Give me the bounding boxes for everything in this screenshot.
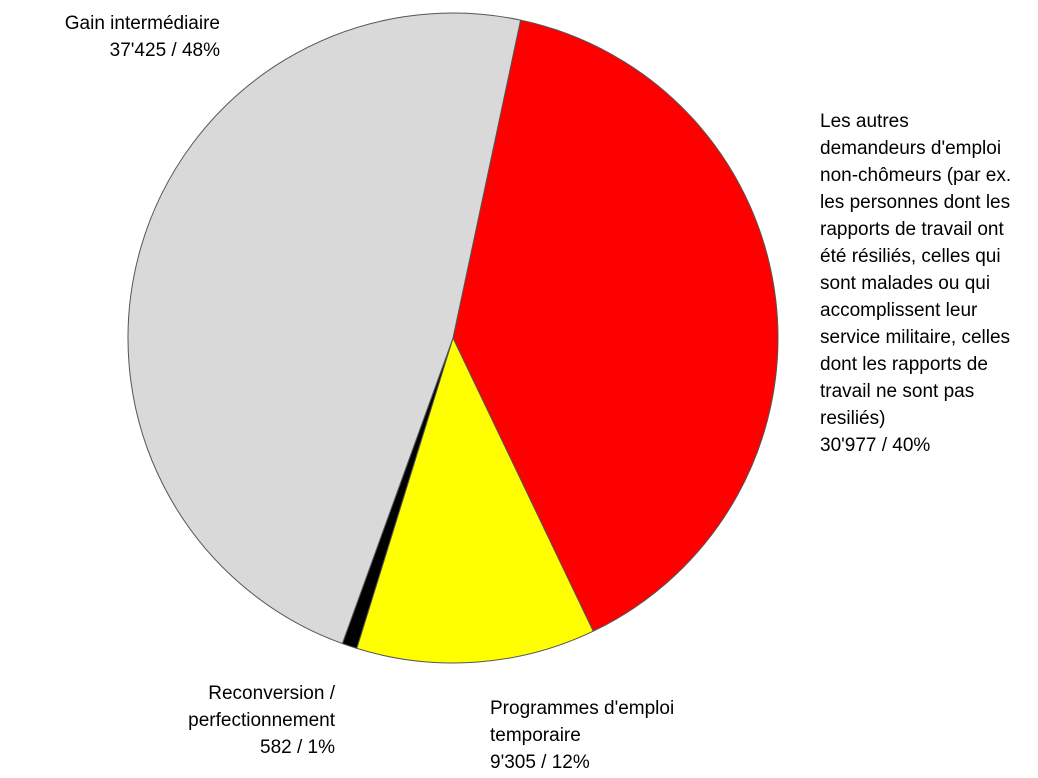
category-label: Reconversion / perfectionnement [188, 683, 335, 731]
category-label: Gain intermédiaire [64, 13, 220, 34]
value-label: 9'305 / 12% [490, 752, 590, 773]
value-label: 37'425 / 48% [109, 40, 220, 61]
value-label: 30'977 / 40% [820, 435, 931, 456]
slice-label: Gain intermédiaire 37'425 / 48% [5, 10, 220, 64]
pie-slice [452, 19, 779, 632]
slice-label: Les autres demandeurs d'emploi non-chôme… [820, 108, 1015, 459]
slice-label: Programmes d'emploi temporaire 9'305 / 12… [490, 695, 730, 776]
pie-slice [356, 336, 594, 664]
value-label: 582 / 1% [260, 737, 335, 758]
pie-slice [127, 12, 522, 645]
slice-label: Reconversion / perfectionnement 582 / 1% [120, 680, 335, 761]
category-label: Les autres demandeurs d'emploi non-chôme… [820, 111, 1012, 429]
category-label: Programmes d'emploi temporaire [490, 698, 675, 746]
